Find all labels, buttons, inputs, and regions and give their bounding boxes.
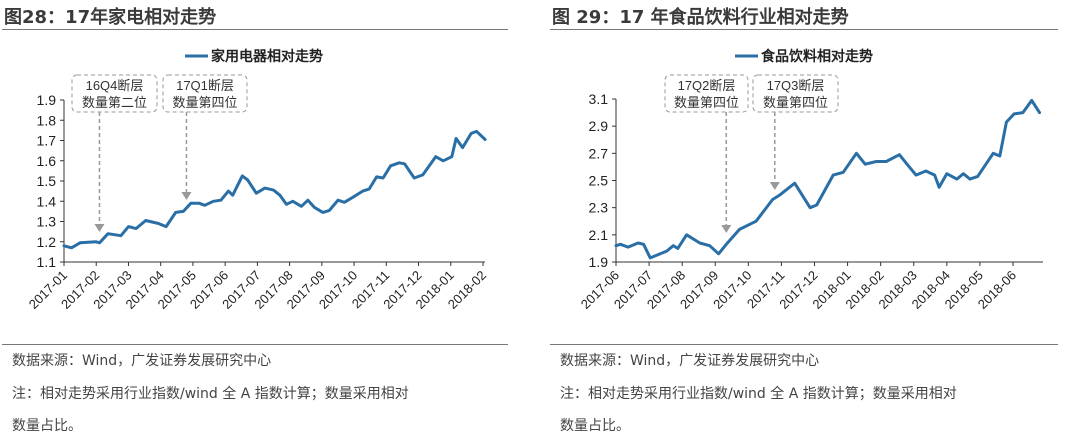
- y-tick-label: 1.5: [37, 173, 57, 189]
- y-tick-label: 2.3: [589, 200, 609, 216]
- title-divider-left: [2, 29, 508, 30]
- annotation-line1: 16Q4断层: [86, 78, 144, 93]
- y-tick-label: 1.1: [37, 254, 57, 270]
- annotation-line1: 17Q1断层: [176, 78, 234, 93]
- source-right: 数据来源：Wind，广发证券发展研究中心: [560, 353, 820, 369]
- y-tick-label: 1.6: [37, 153, 57, 169]
- note-left-1: 注：相对走势采用行业指数/wind 全 A 指数计算；数量采用相对: [12, 386, 409, 402]
- legend-label: 家用电器相对走势: [211, 48, 323, 64]
- note-left-2: 数量占比。: [12, 418, 82, 434]
- source-left: 数据来源：Wind，广发证券发展研究中心: [12, 353, 272, 369]
- note-right-1: 注：相对走势采用行业指数/wind 全 A 指数计算；数量采用相对: [560, 386, 957, 402]
- annotation-arrow-head: [94, 224, 105, 232]
- annotation-line2: 数量第四位: [763, 95, 828, 110]
- annotation-line1: 17Q2断层: [678, 78, 736, 93]
- annotation-box: [664, 74, 749, 113]
- y-tick-label: 2.9: [589, 118, 609, 134]
- y-tick-label: 1.8: [37, 112, 57, 128]
- annotation-arrow-head: [181, 192, 192, 200]
- note-right-2: 数量占比。: [560, 418, 630, 434]
- annotation-box: [162, 74, 248, 113]
- figure-title-right: 图 29：17 年食品饮料行业相对走势: [552, 7, 849, 28]
- footer-divider-left: [2, 344, 508, 345]
- annotation-line1: 17Q3断层: [767, 78, 825, 93]
- annotation-line2: 数量第四位: [172, 95, 237, 110]
- title-divider-right: [550, 29, 1058, 30]
- legend-label: 食品饮料相对走势: [761, 48, 873, 64]
- y-tick-label: 2.7: [589, 145, 609, 161]
- y-tick-label: 1.7: [37, 133, 57, 149]
- annotation-line2: 数量第二位: [82, 95, 147, 110]
- y-tick-label: 2.5: [589, 173, 609, 189]
- annotation-box: [752, 74, 839, 113]
- annotation-arrow-head: [769, 182, 780, 190]
- y-tick-label: 1.3: [37, 214, 57, 230]
- annotation-box: [71, 74, 158, 113]
- y-tick-label: 1.9: [37, 92, 57, 108]
- y-tick-label: 3.1: [589, 91, 609, 107]
- series-line: [614, 98, 1041, 260]
- footer-divider-right: [550, 344, 1058, 345]
- y-tick-label: 1.4: [37, 193, 57, 209]
- y-tick-label: 2.1: [589, 227, 609, 243]
- annotation-line2: 数量第四位: [674, 95, 739, 110]
- annotation-arrow-head: [721, 225, 732, 233]
- y-tick-label: 1.2: [37, 234, 57, 250]
- figure-title-left: 图28：17年家电相对走势: [4, 7, 217, 28]
- series-line: [62, 129, 487, 250]
- y-tick-label: 1.9: [589, 254, 609, 270]
